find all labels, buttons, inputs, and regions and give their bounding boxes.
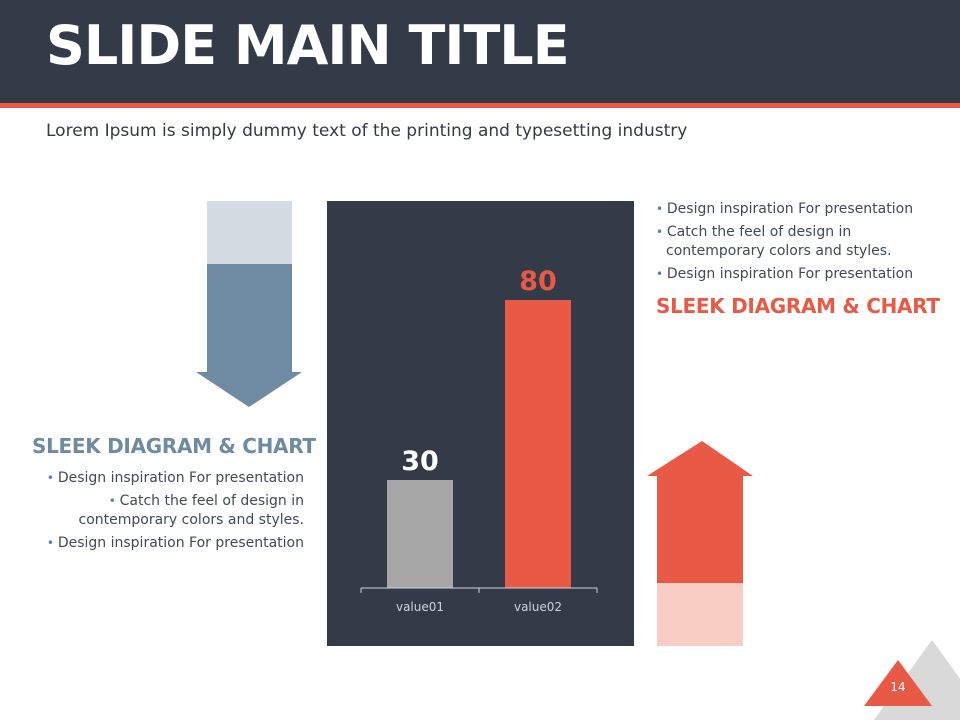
data-label-value02: 80	[519, 266, 557, 297]
title-underline	[0, 103, 960, 108]
right-bullet-2: Catch the feel of design in contemporary…	[656, 223, 936, 261]
up-arrow-fill-segment	[647, 441, 753, 583]
slide-title: SLIDE MAIN TITLE	[46, 14, 570, 77]
page-number: 14	[890, 680, 906, 694]
x-tick-label-value02: value02	[514, 600, 562, 614]
right-heading: SLEEK DIAGRAM & CHART	[656, 294, 940, 318]
down-arrow-icon	[196, 201, 302, 407]
left-bullet-2: Catch the feel of design in contemporary…	[32, 492, 304, 530]
bar-value02	[505, 300, 571, 588]
left-bullet-block: Design inspiration For presentation Catc…	[32, 469, 304, 557]
left-bullet-1: Design inspiration For presentation	[32, 469, 304, 488]
up-arrow-icon	[647, 441, 753, 646]
slide-subtitle: Lorem Ipsum is simply dummy text of the …	[46, 121, 688, 141]
data-label-value01: 30	[401, 446, 439, 477]
right-bullet-block: Design inspiration For presentation Catc…	[656, 200, 936, 288]
right-bullet-1: Design inspiration For presentation	[656, 200, 936, 219]
left-heading: SLEEK DIAGRAM & CHART	[32, 434, 316, 458]
right-bullet-3: Design inspiration For presentation	[656, 265, 936, 284]
bar-value01	[387, 480, 453, 588]
down-arrow-fill-segment	[196, 264, 302, 407]
x-tick-label-value01: value01	[396, 600, 444, 614]
title-bar	[0, 0, 960, 103]
chart-panel-background	[327, 201, 634, 646]
down-arrow-light-segment	[207, 201, 292, 264]
bar-chart: 30 80 value01 value02	[327, 201, 634, 646]
left-bullet-3: Design inspiration For presentation	[32, 534, 304, 553]
up-arrow-light-segment	[657, 583, 743, 646]
